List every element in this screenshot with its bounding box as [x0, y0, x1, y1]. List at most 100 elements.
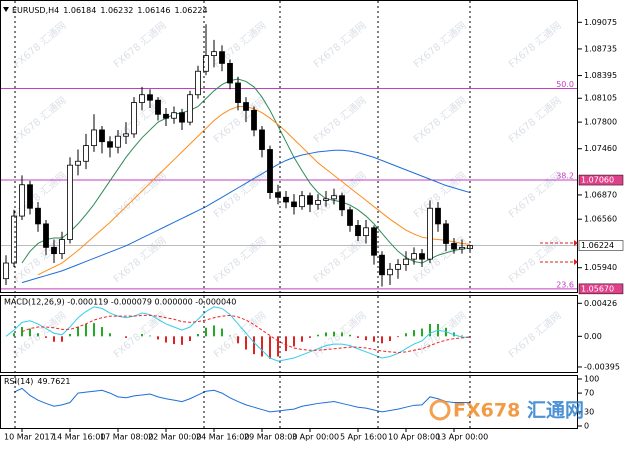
macd-bar: [429, 323, 431, 337]
macd-bar: [245, 336, 247, 350]
candle-body: [307, 195, 313, 205]
close-readout: 1.06224: [175, 6, 208, 15]
candle-body: [3, 262, 9, 280]
macd-bar: [21, 327, 23, 337]
macd-bar: [213, 325, 215, 337]
macd-bar: [341, 332, 343, 337]
candle-body: [235, 82, 241, 103]
candle-body: [267, 149, 273, 193]
candle-body: [347, 209, 353, 226]
y-tick-label: 70: [584, 389, 594, 398]
candle-body: [243, 102, 249, 111]
y-tick-label: 0: [584, 422, 589, 431]
x-tick-label: 13 Apr 00:00: [436, 433, 488, 442]
macd-bar: [461, 335, 463, 337]
candle-body: [363, 227, 369, 237]
y-tick-label: 1.06560: [584, 215, 617, 224]
x-tick-label: 24 Mar 16:00: [196, 433, 249, 442]
macd-bar: [261, 336, 263, 357]
x-tick-label: 14 Mar 16:00: [52, 433, 105, 442]
macd-bar: [293, 336, 295, 347]
rsi-name: RSI(14): [4, 377, 33, 386]
macd-bar: [29, 328, 31, 337]
macd-bar: [357, 336, 359, 338]
macd-bar: [277, 336, 279, 357]
candle-body: [67, 164, 73, 240]
low-readout: 1.06146: [137, 6, 170, 15]
candle-body: [451, 243, 457, 250]
period-separators: [14, 1, 471, 428]
candle-body: [435, 207, 441, 225]
macd-bar: [397, 336, 399, 338]
candle-body: [99, 129, 105, 143]
candle-body: [139, 94, 145, 103]
macd-bar: [173, 336, 175, 345]
y-tick-label: 30: [584, 407, 594, 416]
brand-name-cn: 汇通网: [527, 400, 584, 422]
symbol: EURUSD,H4: [12, 6, 59, 15]
labels: 1.09075 1.08735 1.08395 1.08105 1.07800 1.074…: [4, 18, 624, 442]
candle-body: [299, 195, 305, 208]
macd-bar: [109, 333, 111, 337]
high-readout: 1.06232: [100, 6, 133, 15]
candle-body: [379, 254, 385, 276]
y-tick-label: 1.09075: [584, 18, 617, 27]
macd-bar: [205, 327, 207, 337]
candle-body: [227, 63, 233, 84]
fib-price-label: 1.07060: [581, 176, 614, 185]
x-tick-label: 10 Apr 08:00: [388, 433, 440, 442]
rsi-label: RSI(14) 49.7621: [4, 377, 71, 386]
brand-logo: [429, 399, 451, 421]
macd-bar: [349, 334, 351, 337]
plot: [1, 24, 578, 413]
y-tick-label: 1.07460: [584, 144, 617, 153]
candle-body: [203, 55, 209, 72]
candle-body: [403, 258, 409, 266]
header-icon: [3, 7, 9, 12]
candle-body: [123, 133, 129, 137]
macd-bar: [45, 336, 47, 338]
macd-bar: [309, 336, 311, 338]
candle-body: [291, 201, 297, 208]
candle-body: [315, 200, 321, 205]
x-tick-label: 3 Apr 00:00: [292, 433, 339, 442]
last-price-label-box: [578, 240, 624, 251]
candle-body: [251, 109, 257, 131]
x-tick-label: 10 Mar 2017: [4, 433, 55, 442]
fib-label: 50.0: [556, 80, 574, 89]
macd-bar: [333, 331, 335, 337]
rsi-line: [13, 387, 471, 413]
fib-label: 23.6: [556, 280, 574, 289]
candle-body: [19, 184, 25, 217]
candle-body: [427, 207, 433, 260]
macd-bar: [253, 336, 255, 355]
fib-price-label: 1.05670: [581, 284, 614, 293]
candle-body: [443, 223, 449, 244]
candle-body: [459, 246, 465, 250]
y-tick-label: 1.07800: [584, 118, 617, 127]
candle-body: [331, 195, 337, 200]
macd-bar: [77, 327, 79, 337]
y-tick-label: 1.08735: [584, 44, 617, 53]
macd-bar: [157, 336, 159, 340]
candle-body: [419, 253, 425, 260]
candle-body: [59, 239, 65, 255]
candle-body: [411, 253, 417, 260]
fib-price-label-box: [578, 283, 624, 295]
macd-bar: [269, 336, 271, 359]
macd-bar: [317, 334, 319, 337]
candle-body: [187, 94, 193, 123]
rsi-readout: 49.7621: [37, 377, 70, 386]
macd-bar: [373, 336, 375, 342]
candle-body: [155, 99, 161, 115]
arrow-head: [574, 240, 578, 246]
candle-body: [179, 112, 185, 123]
arrow-head: [574, 259, 578, 265]
candle-body: [171, 112, 177, 119]
moving-average: [21, 78, 471, 264]
candle-body: [275, 192, 281, 198]
macd-label: MACD(12,26,9) -0.000119 -0.000079 0.0000…: [4, 298, 236, 307]
candle-body: [27, 184, 33, 209]
macd-bar: [301, 336, 303, 342]
